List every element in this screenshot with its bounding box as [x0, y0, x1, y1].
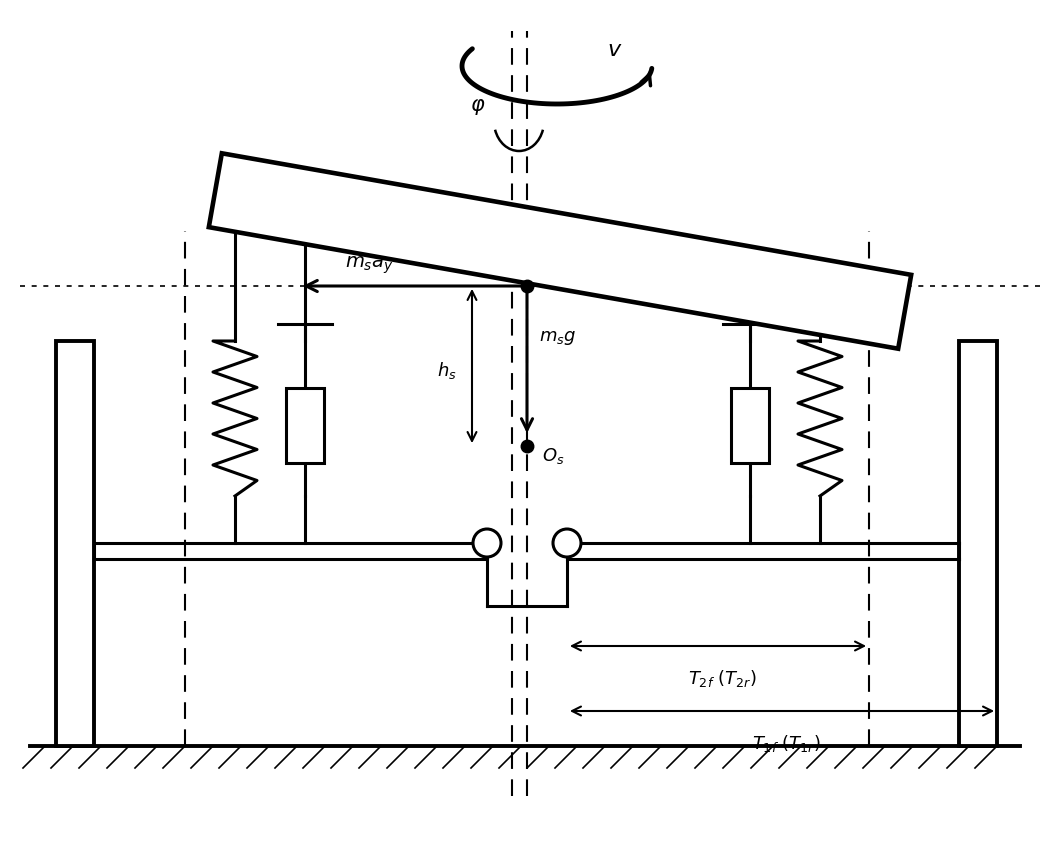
Bar [286, 388, 324, 463]
Bar [959, 341, 997, 746]
Bar [731, 388, 769, 463]
Text: $m_s g$: $m_s g$ [539, 329, 577, 347]
Text: $m_s a_y$: $m_s a_y$ [345, 255, 394, 277]
Text: $T_{1f}\ (T_{1r})$: $T_{1f}\ (T_{1r})$ [752, 733, 821, 754]
Text: $O_s$: $O_s$ [542, 446, 565, 466]
Text: $T_{2f}\ (T_{2r})$: $T_{2f}\ (T_{2r})$ [688, 668, 757, 689]
Bar [56, 341, 94, 746]
Text: $\varphi$: $\varphi$ [470, 97, 486, 117]
Circle shape [553, 529, 581, 557]
Circle shape [473, 529, 501, 557]
Text: $v$: $v$ [607, 39, 623, 61]
Polygon shape [209, 153, 912, 349]
Text: $h_s$: $h_s$ [437, 360, 456, 381]
